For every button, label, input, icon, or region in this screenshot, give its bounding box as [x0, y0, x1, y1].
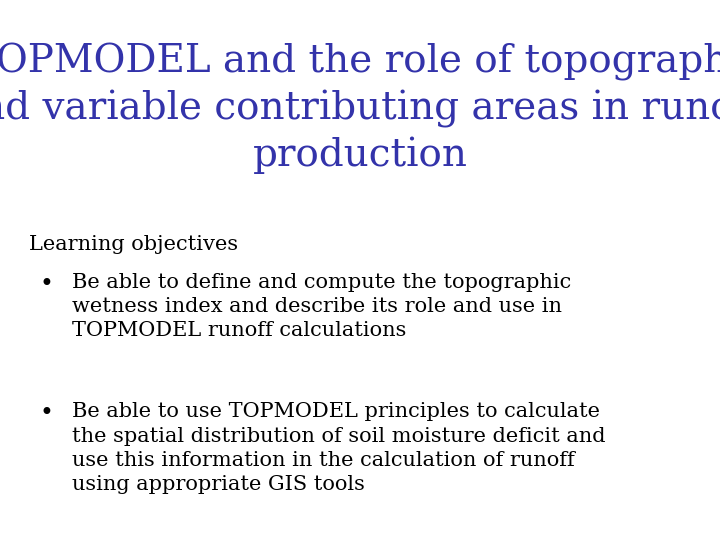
- Text: Be able to define and compute the topographic
wetness index and describe its rol: Be able to define and compute the topogr…: [72, 273, 571, 340]
- Text: •: •: [40, 402, 53, 426]
- Text: TOPMODEL and the role of topography
and variable contributing areas in runoff
pr: TOPMODEL and the role of topography and …: [0, 43, 720, 174]
- Text: Be able to use TOPMODEL principles to calculate
the spatial distribution of soil: Be able to use TOPMODEL principles to ca…: [72, 402, 606, 494]
- Text: Learning objectives: Learning objectives: [29, 235, 238, 254]
- Text: •: •: [40, 273, 53, 296]
